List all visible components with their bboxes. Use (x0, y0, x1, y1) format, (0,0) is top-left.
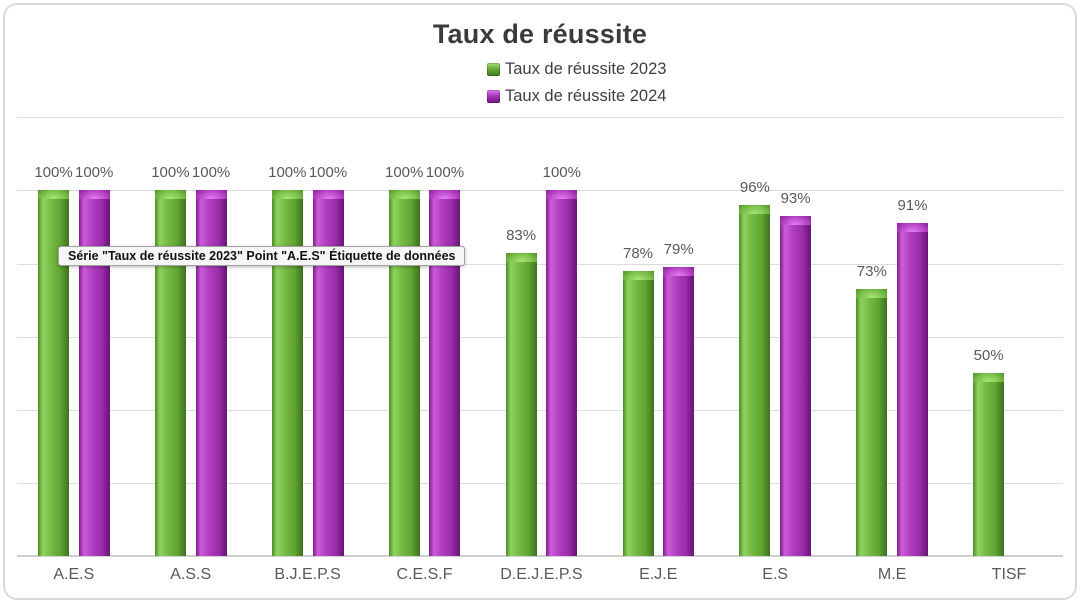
data-label-cesf-2023[interactable]: 100% (385, 164, 424, 182)
data-label-me-2023[interactable]: 73% (856, 263, 887, 281)
legend-swatch-purple-icon (487, 90, 500, 103)
legend-label-2023: Taux de réussite 2023 (505, 60, 667, 78)
category-label-me[interactable]: M.E (877, 566, 907, 583)
category-label-dejeps[interactable]: D.E.J.E.P.S (500, 566, 583, 583)
category-label-tisf[interactable]: TISF (991, 566, 1027, 583)
gridline-60pct (17, 337, 1063, 338)
legend-item-2023[interactable]: Taux de réussite 2023 (487, 56, 666, 83)
bar-dejeps-2023[interactable] (505, 252, 537, 556)
legend-label-2024: Taux de réussite 2024 (505, 87, 667, 105)
data-label-es-2023[interactable]: 96% (739, 179, 770, 196)
data-label-ass-2023[interactable]: 100% (151, 164, 190, 182)
bar-tisf-2023[interactable] (973, 373, 1005, 556)
data-label-cesf-2024[interactable]: 100% (425, 164, 465, 182)
gridline-120pct (17, 117, 1063, 118)
legend-swatch-green-icon (487, 63, 500, 76)
bar-dejeps-2024[interactable] (546, 190, 578, 556)
bar-eje-2024[interactable] (663, 267, 695, 556)
data-label-me-2024[interactable]: 91% (897, 197, 928, 215)
gridline-20pct (17, 483, 1063, 484)
bar-me-2023[interactable] (856, 289, 888, 556)
category-label-es[interactable]: E.S (762, 566, 789, 583)
category-label-bjeps[interactable]: B.J.E.P.S (274, 566, 341, 583)
bar-es-2024[interactable] (780, 216, 812, 556)
bar-eje-2023[interactable] (622, 270, 654, 556)
gridline-100pct (17, 190, 1063, 191)
data-label-dejeps-2023[interactable]: 83% (506, 226, 537, 244)
data-label-ass-2024[interactable]: 100% (191, 164, 231, 182)
legend-item-2024[interactable]: Taux de réussite 2024 (487, 83, 666, 110)
category-label-eje[interactable]: E.J.E (639, 566, 678, 583)
category-label-cesf[interactable]: C.E.S.F (396, 566, 453, 583)
data-label-bjeps-2024[interactable]: 100% (308, 164, 348, 182)
category-label-ass[interactable]: A.S.S (170, 566, 212, 583)
chart-title[interactable]: Taux de réussite (432, 19, 648, 49)
data-label-tooltip: Série "Taux de réussite 2023" Point "A.E… (58, 246, 466, 266)
data-label-bjeps-2023[interactable]: 100% (268, 164, 307, 182)
data-label-tisf-2023[interactable]: 50% (973, 347, 1004, 365)
gridline-80pct (17, 264, 1063, 265)
data-label-eje-2024[interactable]: 79% (663, 241, 694, 259)
gridline-40pct (17, 410, 1063, 411)
category-label-aes[interactable]: A.E.S (53, 566, 95, 583)
data-label-dejeps-2024[interactable]: 100% (542, 164, 581, 182)
data-label-aes-2024[interactable]: 100% (75, 164, 114, 182)
bar-me-2024[interactable] (897, 223, 928, 556)
data-label-aes-2023[interactable]: 100% (34, 164, 73, 182)
bar-es-2023[interactable] (739, 205, 771, 556)
data-label-es-2024[interactable]: 93% (780, 190, 811, 207)
legend: Taux de réussite 2023 Taux de réussite 2… (487, 56, 666, 110)
data-label-eje-2023[interactable]: 78% (622, 244, 654, 262)
x-axis-line (17, 555, 1063, 557)
